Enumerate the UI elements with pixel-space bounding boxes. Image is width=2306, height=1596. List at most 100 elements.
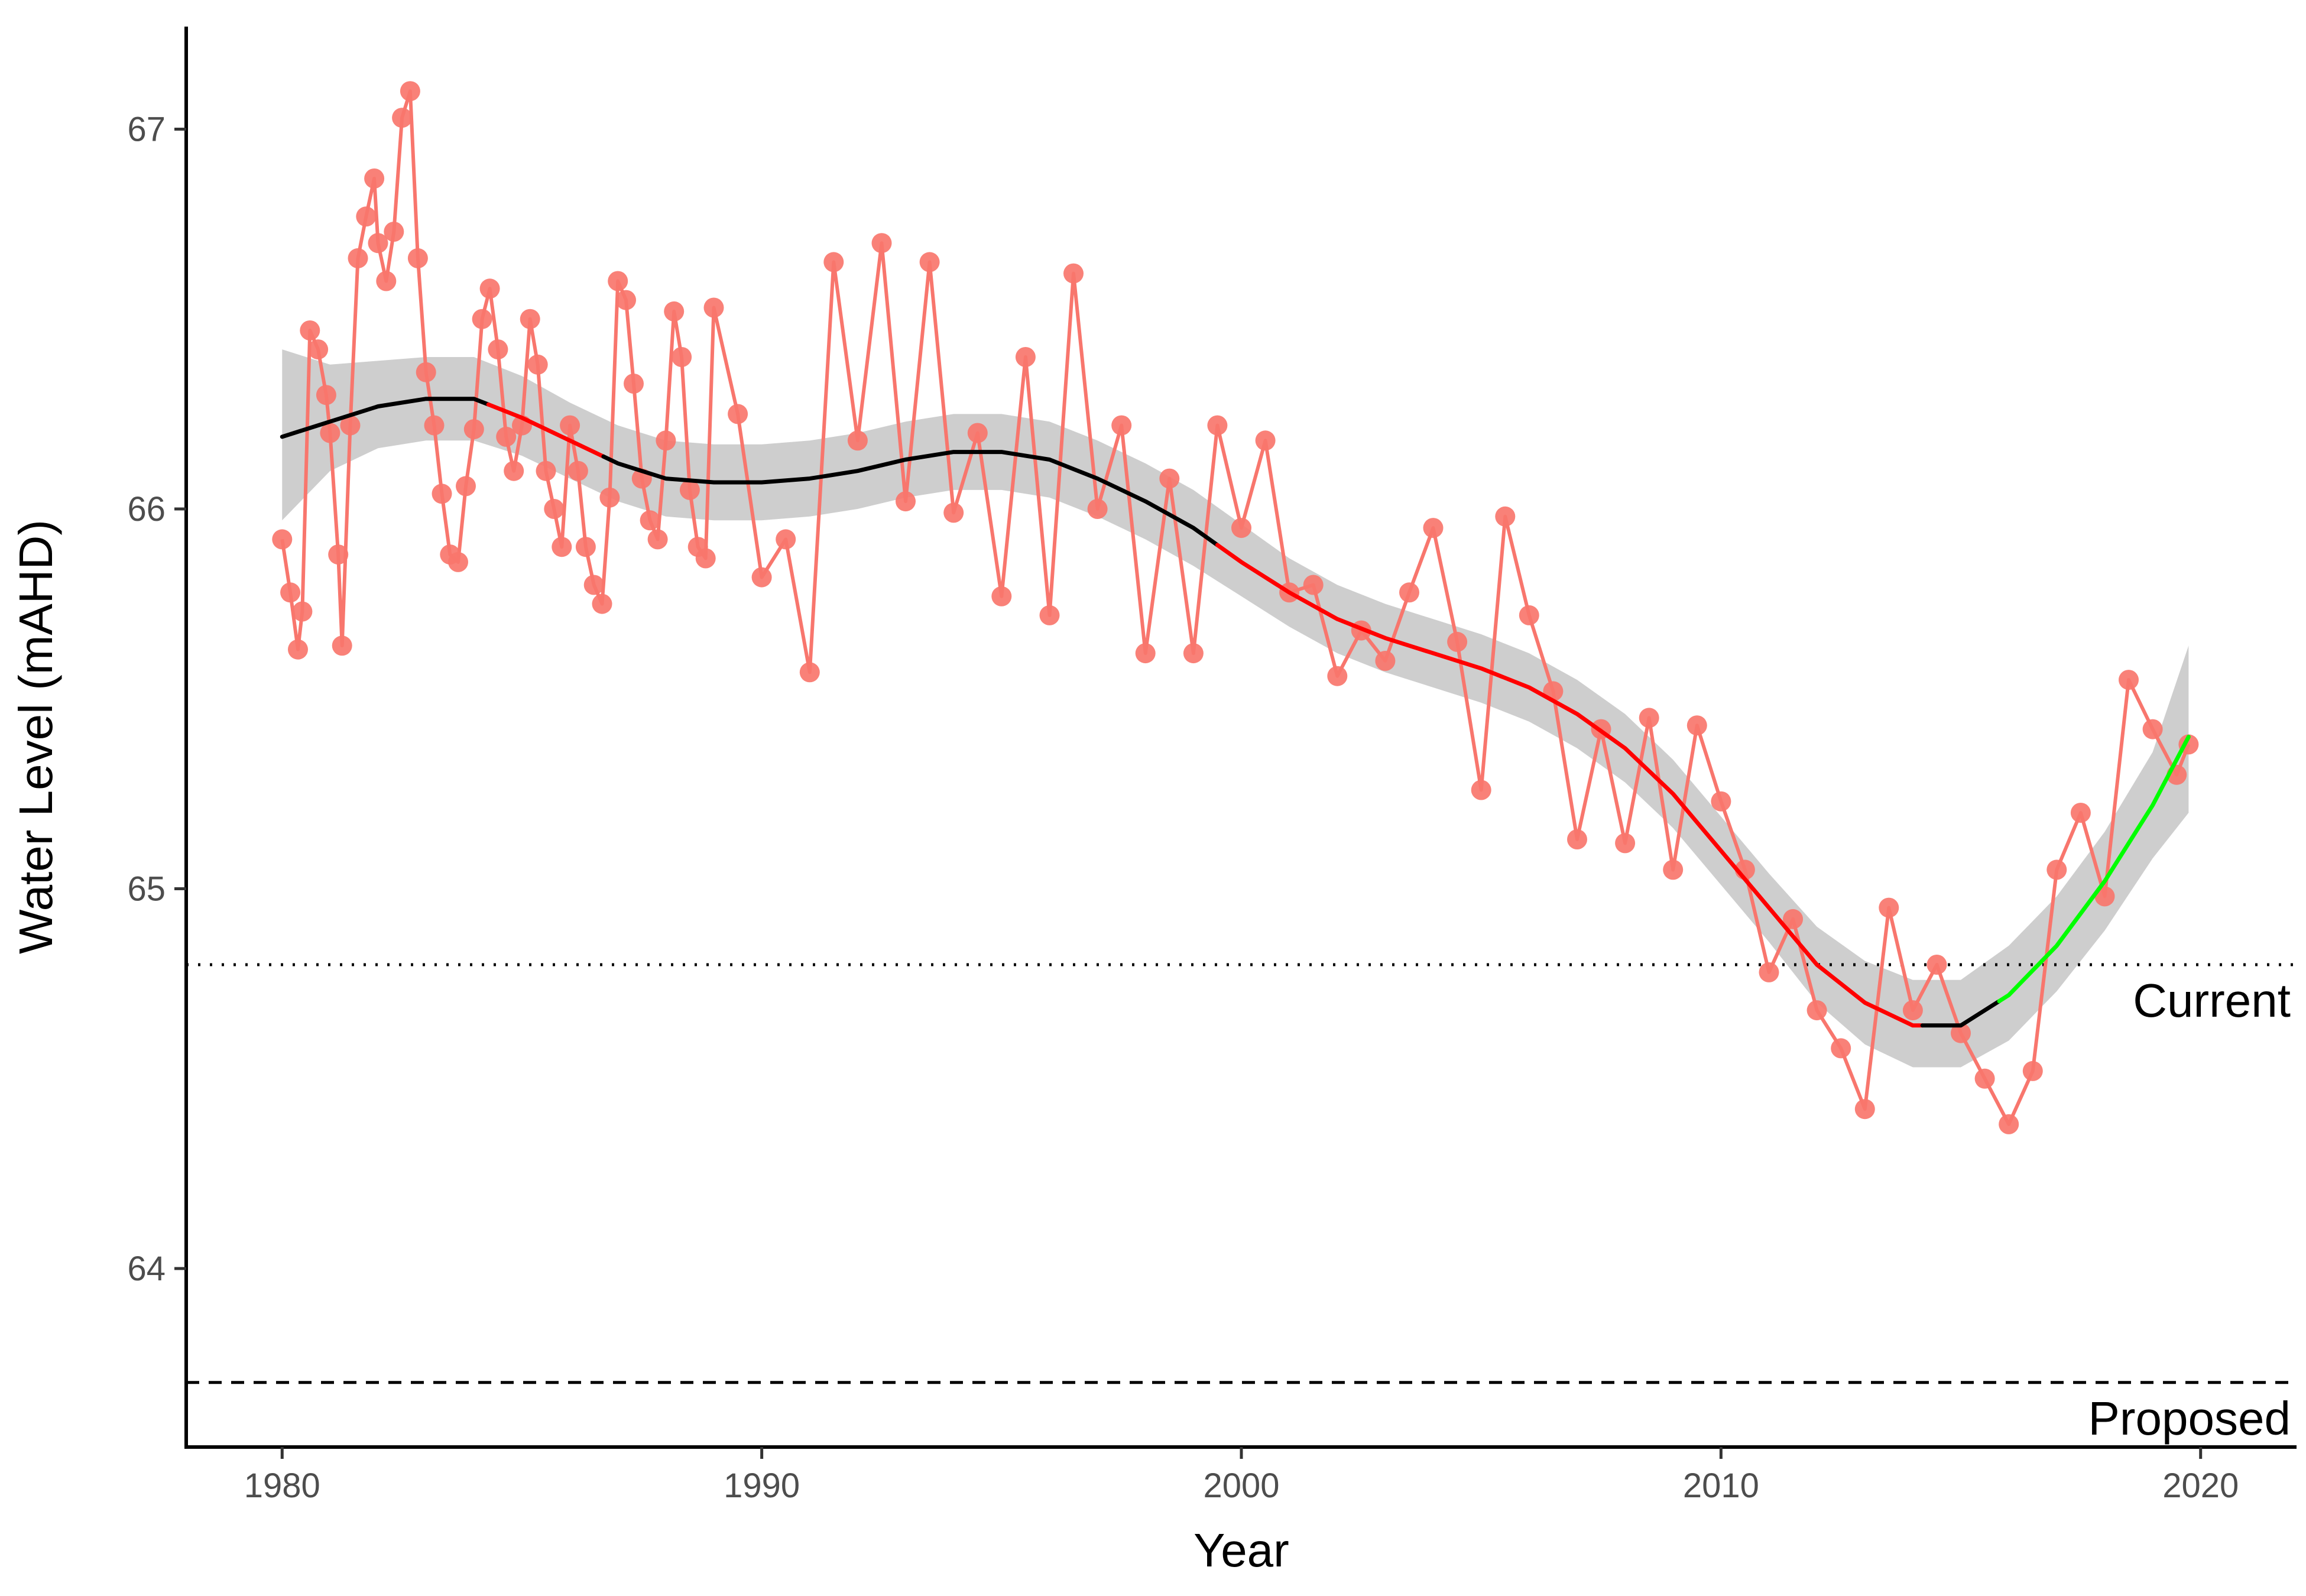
reference-lines-layer: Current Proposed: [186, 963, 2297, 1445]
observation-point: [1711, 791, 1731, 812]
observation-point: [896, 491, 916, 512]
observation-point: [1135, 643, 1156, 664]
observation-point: [1639, 708, 1659, 728]
observation-point: [479, 278, 500, 299]
observation-point: [348, 248, 368, 268]
observation-point: [1519, 605, 1539, 625]
observation-point: [496, 426, 517, 447]
observation-point: [407, 248, 428, 268]
observation-point: [672, 347, 692, 367]
observation-point: [575, 537, 596, 557]
observation-point: [1831, 1038, 1851, 1059]
observation-point: [448, 552, 468, 572]
y-tick-label: 67: [127, 110, 166, 148]
observation-point: [1759, 962, 1779, 982]
observation-point: [1974, 1068, 1995, 1089]
observation-point: [1951, 1023, 1971, 1043]
observation-point: [308, 339, 329, 360]
observation-point: [823, 252, 844, 273]
observation-point: [463, 419, 484, 440]
observation-point: [1159, 468, 1180, 489]
trend-segment-default: [280, 397, 491, 439]
observation-point: [292, 601, 313, 622]
reference-label-proposed: Proposed: [2088, 1392, 2291, 1445]
observation-point: [1806, 1000, 1827, 1021]
observation-point: [1854, 1099, 1875, 1120]
observation-point: [1039, 605, 1060, 625]
observation-point: [328, 544, 349, 565]
observation-point: [919, 252, 940, 273]
observation-point: [608, 271, 628, 291]
observation-point: [599, 487, 620, 508]
observation-point: [1615, 833, 1636, 854]
observation-point: [552, 537, 572, 557]
observation-point: [300, 320, 320, 340]
observation-point: [1303, 575, 1324, 595]
observation-point: [1495, 506, 1516, 527]
observation-point: [316, 385, 336, 406]
trend-segment-default: [1920, 999, 2002, 1028]
observation-point: [340, 415, 361, 436]
observation-point: [384, 222, 404, 242]
observation-point: [583, 575, 604, 595]
observation-point: [1926, 955, 1947, 975]
observation-point: [320, 423, 340, 443]
observation-point: [1783, 909, 1804, 929]
observation-point: [544, 499, 565, 519]
observation-point: [1999, 1114, 2019, 1134]
y-axis-title: Water Level (mAHD): [9, 520, 62, 954]
observation-point: [703, 297, 724, 318]
observation-point: [1686, 715, 1707, 736]
y-tick-label: 65: [127, 870, 166, 909]
observation-point: [280, 582, 301, 603]
observation-point: [728, 404, 748, 424]
observation-point: [776, 529, 796, 550]
observation-point: [664, 301, 685, 322]
observation-point: [1567, 829, 1587, 849]
observation-line: [280, 89, 2191, 1126]
observation-point: [1471, 780, 1491, 800]
observation-point: [432, 484, 452, 504]
observation-point: [1902, 1000, 1923, 1021]
trend-segment-default: [601, 450, 1220, 547]
observation-point: [1063, 263, 1084, 284]
observation-point: [364, 168, 385, 189]
observation-point: [356, 206, 377, 227]
x-tick-label: 2010: [1683, 1467, 1759, 1505]
observation-point: [536, 460, 556, 481]
observation-point: [1663, 859, 1684, 880]
observation-point: [695, 548, 716, 569]
x-tick-label: 2020: [2162, 1467, 2239, 1505]
observation-point: [472, 309, 492, 329]
observation-point: [679, 479, 700, 500]
observation-point: [640, 510, 660, 531]
trend-line-layer: [280, 397, 2191, 1028]
observation-point: [520, 309, 540, 329]
observation-point: [2142, 719, 2163, 739]
observation-point: [616, 290, 636, 310]
observation-point: [1327, 666, 1348, 686]
observations-layer: [272, 81, 2199, 1134]
reference-label-current: Current: [2133, 974, 2291, 1027]
observation-point: [456, 476, 476, 497]
observation-point: [332, 635, 352, 656]
observation-point: [1207, 415, 1228, 436]
observation-point: [400, 81, 420, 102]
observation-point: [567, 460, 588, 481]
observation-point: [1183, 643, 1204, 664]
observation-point: [504, 460, 524, 481]
observation-point: [1879, 897, 1899, 918]
x-tick-label: 1980: [244, 1467, 320, 1505]
observation-point: [1423, 518, 1444, 539]
observation-point: [1375, 651, 1396, 671]
observation-point: [943, 502, 964, 523]
observation-point: [416, 362, 436, 382]
trend-segment-rising: [1997, 735, 2191, 1004]
observation-point: [2070, 803, 2091, 823]
observation-point: [488, 339, 508, 360]
observation-point: [368, 233, 388, 254]
observation-point: [624, 374, 644, 394]
axes-layer: 1980 1990 2000 2010 2020 64 65 66 67 Year Water Le…: [9, 27, 2297, 1576]
y-tick-label: 66: [127, 490, 166, 528]
